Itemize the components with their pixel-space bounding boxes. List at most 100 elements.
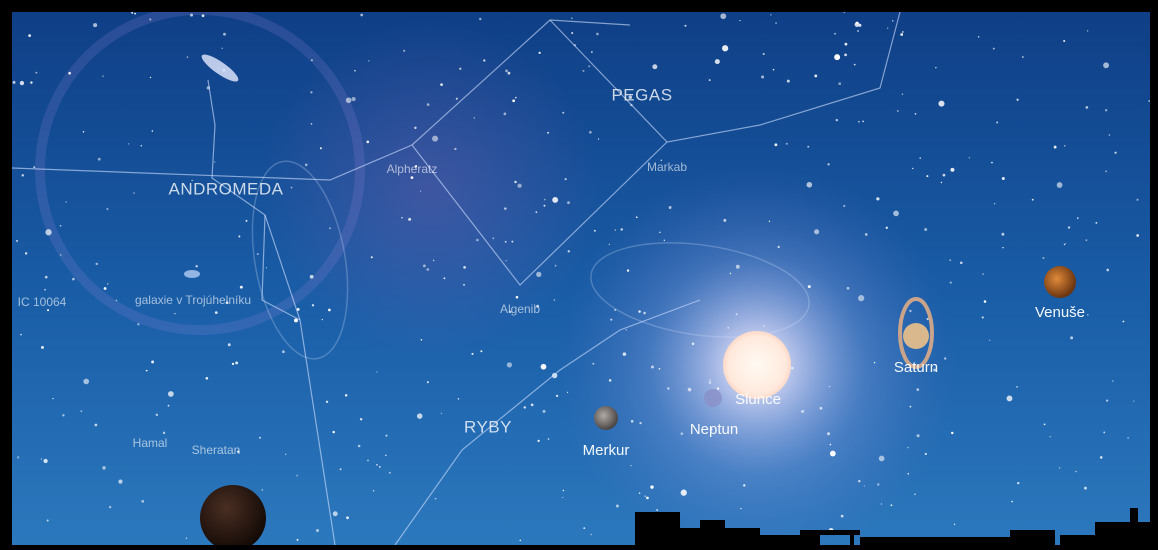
star [420, 191, 421, 192]
star [924, 228, 927, 231]
star [333, 511, 338, 516]
star [454, 148, 456, 150]
star [567, 392, 568, 393]
star [902, 31, 904, 33]
star [727, 327, 729, 329]
star [1109, 134, 1111, 136]
object-label: Neptun [690, 421, 738, 438]
star [131, 12, 133, 14]
star [680, 432, 683, 435]
star [516, 296, 519, 299]
star [1103, 62, 1109, 68]
star [598, 138, 599, 139]
star [367, 460, 369, 462]
star [310, 275, 314, 279]
star [511, 241, 513, 243]
star [627, 269, 629, 271]
star [152, 130, 154, 132]
star [652, 64, 657, 69]
star [536, 272, 541, 277]
star [492, 237, 494, 239]
star [232, 363, 234, 365]
star [426, 268, 429, 271]
star [1106, 400, 1108, 402]
star [104, 287, 107, 290]
star [902, 94, 903, 95]
star [13, 81, 16, 84]
star [838, 82, 841, 85]
star [151, 360, 154, 363]
star [134, 13, 136, 15]
star [1044, 423, 1046, 425]
star [547, 132, 549, 134]
page: Sky map {"constellations": [{"label": "P… [0, 0, 1158, 550]
star [763, 53, 765, 55]
star [95, 424, 98, 427]
star [1017, 482, 1019, 484]
star [720, 13, 726, 19]
star [730, 273, 732, 275]
star [240, 286, 243, 289]
neptune [704, 389, 722, 407]
star [1016, 386, 1018, 388]
star [943, 174, 946, 177]
star [156, 414, 158, 416]
star-label: Markab [647, 160, 687, 174]
star [1103, 431, 1105, 433]
star [935, 67, 936, 68]
star [650, 485, 653, 488]
star [907, 447, 908, 448]
star [659, 368, 661, 370]
star [30, 81, 32, 83]
star [352, 97, 356, 101]
star [83, 131, 85, 133]
star [646, 497, 649, 500]
star [539, 52, 541, 54]
star [991, 162, 993, 164]
star [305, 164, 308, 167]
star [411, 176, 414, 179]
star [414, 127, 416, 129]
star [667, 387, 670, 390]
star [20, 334, 22, 336]
star [996, 122, 998, 124]
star [228, 343, 231, 346]
star [60, 225, 62, 227]
star [266, 267, 267, 268]
star [504, 207, 507, 210]
star [1123, 321, 1125, 323]
star [376, 464, 378, 466]
star [591, 51, 593, 53]
star [954, 524, 955, 525]
star [609, 244, 610, 245]
star [368, 60, 369, 61]
star [909, 310, 911, 312]
star [834, 33, 836, 35]
star [62, 414, 64, 416]
star [786, 143, 788, 145]
star [65, 201, 66, 202]
star [1105, 170, 1107, 172]
star [914, 493, 916, 495]
star [1077, 217, 1079, 219]
star [631, 420, 634, 423]
star [1133, 401, 1134, 402]
star [950, 168, 954, 172]
star [596, 33, 599, 36]
star [427, 381, 429, 383]
star [1086, 106, 1089, 109]
star [692, 342, 695, 345]
star [626, 329, 627, 330]
star [168, 405, 170, 407]
star [552, 197, 558, 203]
star [128, 143, 129, 144]
star [345, 394, 347, 396]
star [443, 277, 445, 279]
star [403, 50, 405, 52]
star [257, 253, 259, 255]
star [770, 14, 771, 15]
star [827, 163, 829, 165]
star [571, 32, 573, 34]
star [984, 300, 987, 303]
star [616, 505, 619, 508]
